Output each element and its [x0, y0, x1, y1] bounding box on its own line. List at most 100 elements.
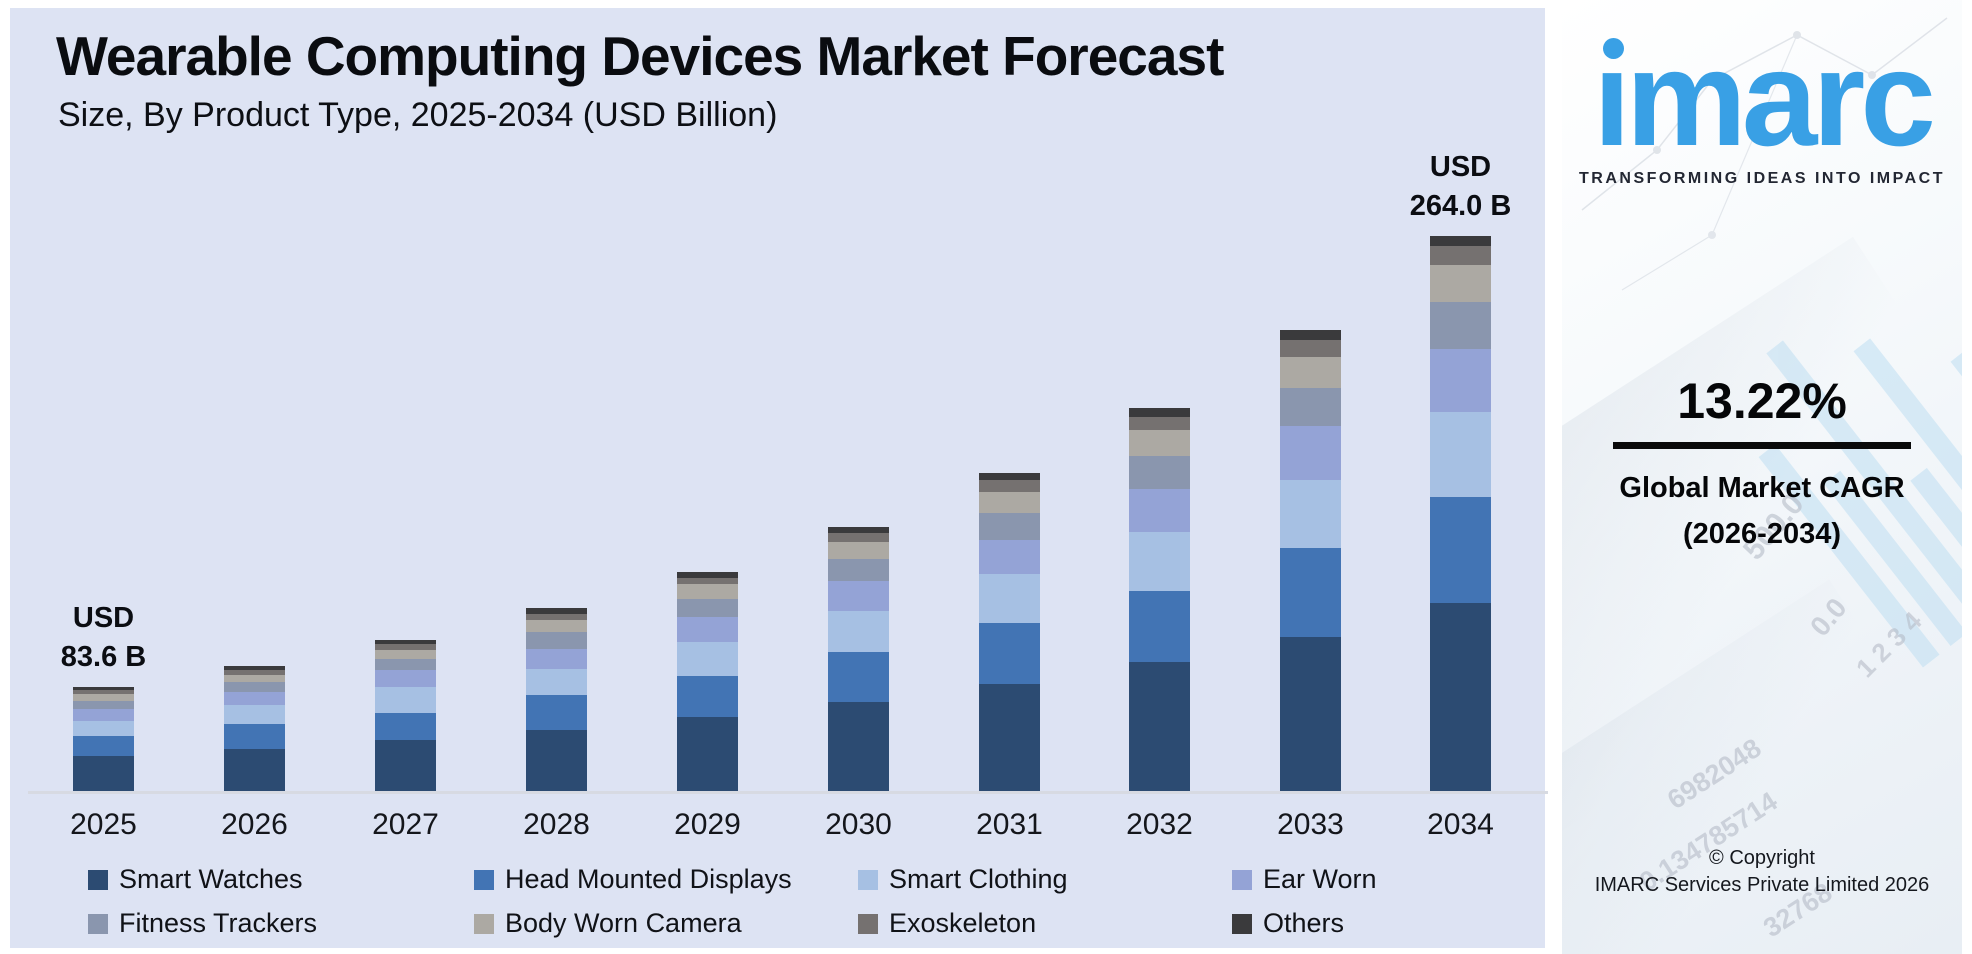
- segment-head-mounted-displays: [1430, 497, 1491, 603]
- legend-label: Fitness Trackers: [119, 908, 318, 938]
- legend-swatch-smart-clothing: [858, 869, 878, 890]
- segment-head-mounted-displays: [1280, 548, 1341, 637]
- segment-ear-worn: [526, 648, 587, 669]
- brand-panel: 500.0 0.0 1 2 3 4 6982048 0.134785714 32768 ı…: [1562, 0, 1962, 954]
- segment-smart-watches: [526, 730, 587, 791]
- segment-body-worn-camera: [526, 620, 587, 633]
- segment-fitness-trackers: [1280, 388, 1341, 427]
- segment-smart-watches: [375, 740, 436, 791]
- segment-others: [1430, 236, 1491, 246]
- x-axis-label-2029: 2029: [674, 808, 741, 841]
- segment-body-worn-camera: [73, 694, 134, 702]
- x-axis-label-2028: 2028: [523, 808, 590, 841]
- segment-smart-clothing: [979, 573, 1040, 623]
- x-axis-label-2026: 2026: [221, 808, 288, 841]
- segment-smart-clothing: [375, 687, 436, 713]
- legend-swatch-body-worn-camera: [474, 913, 494, 934]
- legend-item-body-worn-camera: Body Worn Camera: [474, 908, 858, 939]
- segment-fitness-trackers: [828, 559, 889, 582]
- legend-item-exoskeleton: Exoskeleton: [858, 908, 1232, 939]
- legend-label: Head Mounted Displays: [505, 864, 792, 894]
- stacked-bar-plot: 2025 2026 2027 2028 2029 2030 2031 2032 2033 2034…: [10, 8, 1548, 948]
- segment-head-mounted-displays: [224, 724, 285, 750]
- chart-title: Wearable Computing Devices Market Foreca…: [56, 25, 1224, 87]
- segment-fitness-trackers: [677, 598, 738, 617]
- watermark-text-2: 1 2 3 4: [1850, 605, 1928, 684]
- segment-head-mounted-displays: [677, 675, 738, 718]
- segment-smart-clothing: [677, 641, 738, 676]
- legend-item-smart-watches: Smart Watches: [88, 864, 474, 895]
- watermark-text-1: 0.0: [1804, 592, 1853, 642]
- segment-fitness-trackers: [375, 658, 436, 671]
- segment-body-worn-camera: [828, 541, 889, 560]
- legend-item-smart-clothing: Smart Clothing: [858, 864, 1232, 895]
- segment-exoskeleton: [526, 614, 587, 621]
- bar-2028: [526, 608, 587, 791]
- segment-ear-worn: [677, 616, 738, 642]
- segment-ear-worn: [224, 692, 285, 706]
- segment-exoskeleton: [1280, 340, 1341, 358]
- segment-exoskeleton: [73, 690, 134, 695]
- segment-others: [73, 687, 134, 691]
- segment-others: [526, 608, 587, 615]
- segment-head-mounted-displays: [526, 694, 587, 730]
- segment-others: [224, 665, 285, 670]
- segment-body-worn-camera: [1129, 430, 1190, 457]
- legend-item-fitness-trackers: Fitness Trackers: [88, 908, 474, 939]
- value-label-2025: USD 83.6 B: [60, 602, 147, 673]
- segment-exoskeleton: [828, 533, 889, 542]
- segment-smart-watches: [1129, 662, 1190, 791]
- segment-fitness-trackers: [224, 682, 285, 693]
- legend-swatch-ear-worn: [1232, 869, 1252, 890]
- segment-fitness-trackers: [73, 701, 134, 710]
- x-axis-label-2033: 2033: [1277, 808, 1344, 841]
- copyright: © Copyright IMARC Services Private Limit…: [1562, 845, 1962, 899]
- segment-ear-worn: [828, 581, 889, 611]
- segment-ear-worn: [1129, 489, 1190, 532]
- cagr-block: 13.22% Global Market CAGR (2026-2034): [1562, 372, 1962, 557]
- cagr-years: (2026-2034): [1683, 518, 1841, 550]
- segment-exoskeleton: [979, 479, 1040, 492]
- bar-2032: [1129, 408, 1190, 791]
- legend-swatch-others: [1232, 913, 1252, 934]
- segment-exoskeleton: [677, 577, 738, 584]
- segment-smart-clothing: [224, 705, 285, 725]
- segment-head-mounted-displays: [979, 623, 1040, 684]
- cagr-underline: [1613, 442, 1911, 449]
- segment-smart-watches: [677, 717, 738, 791]
- segment-others: [979, 473, 1040, 480]
- legend-label: Ear Worn: [1263, 864, 1377, 894]
- chart-subtitle: Size, By Product Type, 2025-2034 (USD Bi…: [58, 96, 778, 134]
- value-label-2034: USD 264.0 B: [1409, 151, 1512, 222]
- segment-ear-worn: [1430, 349, 1491, 412]
- bar-2026: [224, 665, 285, 791]
- bar-2029: [677, 571, 738, 791]
- bar-2025: [73, 687, 134, 791]
- segment-body-worn-camera: [1280, 357, 1341, 389]
- legend-swatch-fitness-trackers: [88, 913, 108, 934]
- segment-body-worn-camera: [375, 649, 436, 659]
- segment-smart-clothing: [1280, 480, 1341, 549]
- segment-exoskeleton: [1129, 417, 1190, 431]
- legend-label: Body Worn Camera: [505, 908, 742, 938]
- legend-label: Exoskeleton: [889, 908, 1037, 938]
- cagr-value: 13.22%: [1677, 373, 1847, 429]
- cagr-label: Global Market CAGR: [1619, 472, 1905, 504]
- legend-item-ear-worn: Ear Worn: [1232, 864, 1525, 895]
- segment-smart-watches: [73, 756, 134, 791]
- segment-smart-watches: [1430, 603, 1491, 791]
- segment-head-mounted-displays: [1129, 591, 1190, 662]
- segment-fitness-trackers: [979, 512, 1040, 541]
- legend-swatch-head-mounted-displays: [474, 869, 494, 890]
- chart-legend: Smart Watches Head Mounted Displays Smart …: [88, 864, 1525, 939]
- chart-panel: Wearable Computing Devices Market Foreca…: [10, 8, 1548, 948]
- x-axis-label-2031: 2031: [976, 808, 1043, 841]
- bar-2027: [375, 639, 436, 791]
- segment-ear-worn: [1280, 426, 1341, 481]
- segment-smart-clothing: [73, 721, 134, 736]
- segment-smart-watches: [1280, 636, 1341, 791]
- segment-smart-clothing: [1430, 412, 1491, 497]
- x-axis-label-2025: 2025: [70, 808, 137, 841]
- segment-body-worn-camera: [979, 491, 1040, 513]
- segment-smart-watches: [828, 701, 889, 791]
